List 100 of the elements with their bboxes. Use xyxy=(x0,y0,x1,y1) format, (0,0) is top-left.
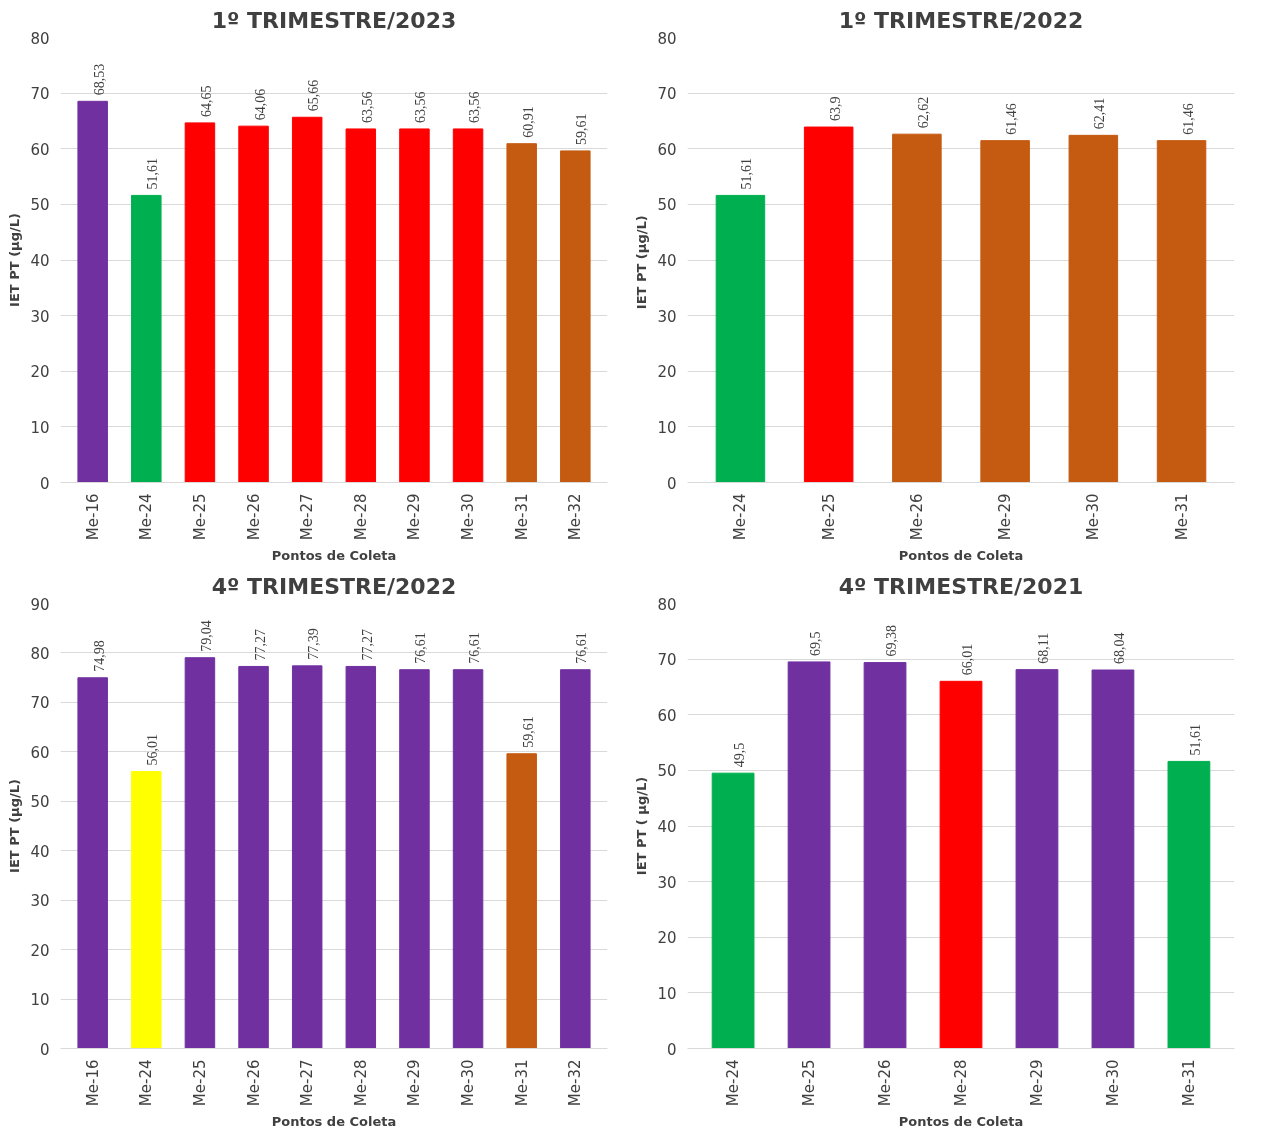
data-label: 63,56 xyxy=(359,91,375,123)
x-tick-label: Me-30 xyxy=(459,493,478,541)
y-tick-label: 30 xyxy=(30,307,50,326)
x-tick-label: Me-16 xyxy=(83,1059,102,1107)
chart-title: 1º TRIMESTRE/2022 xyxy=(838,7,1084,33)
data-label: 74,98 xyxy=(91,640,107,672)
data-label: 59,61 xyxy=(574,113,590,145)
y-tick-label: 0 xyxy=(39,1040,50,1059)
x-tick-label: Me-26 xyxy=(244,493,263,541)
x-tick-label: Me-25 xyxy=(800,1059,819,1107)
x-tick-label: Me-32 xyxy=(566,1059,585,1107)
data-label: 51,61 xyxy=(1187,723,1203,756)
x-tick-label: Me-30 xyxy=(1103,1059,1122,1107)
x-tick-label: Me-31 xyxy=(1179,1059,1198,1107)
x-tick-label: Me-24 xyxy=(731,493,750,541)
x-axis-title: Pontos de Coleta xyxy=(898,1114,1024,1130)
y-tick-label: 20 xyxy=(657,363,677,382)
data-label: 65,66 xyxy=(306,79,322,112)
y-tick-label: 30 xyxy=(657,307,677,326)
y-tick-label: 50 xyxy=(30,196,50,215)
x-tick-label: Me-29 xyxy=(996,493,1015,541)
data-label: 64,06 xyxy=(252,88,268,121)
data-label: 68,53 xyxy=(91,63,107,96)
chart-title: 4º TRIMESTRE/2022 xyxy=(211,573,457,599)
y-axis-title: IET PT ( µg/L) xyxy=(634,776,650,876)
y-tick-label: 40 xyxy=(30,252,50,270)
data-label: 77,39 xyxy=(306,628,322,660)
y-tick-label: 50 xyxy=(657,196,677,215)
y-tick-label: 30 xyxy=(657,873,677,892)
x-tick-label: Me-30 xyxy=(459,1059,478,1107)
y-tick-label: 20 xyxy=(30,941,50,960)
data-label: 51,61 xyxy=(145,157,161,190)
y-tick-label: 80 xyxy=(30,29,50,48)
y-tick-label: 80 xyxy=(657,595,677,614)
y-tick-label: 20 xyxy=(30,363,50,382)
data-label: 66,01 xyxy=(960,643,975,676)
y-tick-label: 90 xyxy=(30,595,50,614)
y-tick-label: 10 xyxy=(30,991,50,1010)
y-tick-label: 60 xyxy=(657,706,677,725)
y-tick-label: 70 xyxy=(657,85,677,104)
data-label: 51,61 xyxy=(739,157,755,190)
y-tick-label: 20 xyxy=(657,929,677,948)
y-axis-title: IET PT (µg/L) xyxy=(634,215,650,310)
x-tick-label: Me-16 xyxy=(83,493,102,541)
data-label: 76,61 xyxy=(574,632,590,664)
data-label: 68,11 xyxy=(1035,632,1051,664)
chart-title: 4º TRIMESTRE/2021 xyxy=(838,573,1084,599)
y-tick-label: 70 xyxy=(30,694,50,713)
data-label: 68,04 xyxy=(1111,632,1127,665)
y-tick-label: 10 xyxy=(657,418,677,437)
y-tick-label: 80 xyxy=(30,644,50,663)
y-tick-label: 50 xyxy=(30,793,50,812)
x-tick-label: Me-28 xyxy=(351,1059,370,1107)
y-tick-label: 0 xyxy=(39,474,50,493)
x-tick-label: Me-25 xyxy=(190,1059,209,1107)
y-tick-label: 60 xyxy=(30,743,50,762)
y-tick-label: 40 xyxy=(657,252,677,270)
x-tick-label: Me-29 xyxy=(405,493,424,541)
y-tick-label: 0 xyxy=(666,1040,677,1059)
x-tick-label: Me-26 xyxy=(876,1059,895,1107)
x-axis-title: Pontos de Coleta xyxy=(271,1114,397,1130)
y-tick-label: 70 xyxy=(657,651,677,670)
data-label: 77,27 xyxy=(359,628,375,661)
y-tick-label: 60 xyxy=(657,140,677,159)
y-tick-label: 0 xyxy=(666,474,677,493)
data-label: 56,01 xyxy=(145,734,161,766)
x-tick-label: Me-30 xyxy=(1084,493,1103,541)
chart-title: 1º TRIMESTRE/2023 xyxy=(211,7,457,33)
x-tick-label: Me-31 xyxy=(1172,493,1191,541)
x-tick-label: Me-28 xyxy=(952,1059,970,1107)
data-label: 61,46 xyxy=(1004,103,1020,135)
x-tick-label: Me-25 xyxy=(819,493,838,541)
x-tick-label: Me-29 xyxy=(1027,1059,1046,1107)
data-label: 64,65 xyxy=(198,85,214,117)
y-tick-label: 60 xyxy=(30,140,50,159)
x-tick-label: Me-24 xyxy=(724,1059,743,1107)
data-label: 62,62 xyxy=(915,96,931,129)
data-label: 76,61 xyxy=(413,632,429,664)
y-tick-label: 80 xyxy=(657,29,677,48)
data-label: 63,56 xyxy=(413,91,429,123)
x-tick-label: Me-29 xyxy=(405,1059,424,1107)
y-tick-label: 30 xyxy=(30,892,50,911)
x-tick-label: Me-26 xyxy=(907,493,926,541)
x-tick-label: Me-28 xyxy=(351,493,370,541)
x-tick-label: Me-25 xyxy=(190,493,209,541)
data-label: 63,56 xyxy=(467,91,483,123)
y-tick-label: 70 xyxy=(30,85,50,104)
x-tick-label: Me-24 xyxy=(137,493,156,541)
data-label: 76,61 xyxy=(467,632,483,664)
y-tick-label: 40 xyxy=(657,818,677,836)
y-axis-title: IET PT (µg/L) xyxy=(7,779,23,873)
data-label: 49,5 xyxy=(732,742,748,768)
data-label: 59,61 xyxy=(520,716,536,748)
x-tick-label: Me-31 xyxy=(512,1059,531,1107)
data-label: 63,9 xyxy=(827,96,843,122)
data-label: 61,46 xyxy=(1180,103,1196,135)
y-tick-label: 10 xyxy=(30,418,50,437)
x-tick-label: Me-31 xyxy=(512,493,531,541)
y-tick-label: 40 xyxy=(30,842,50,861)
y-tick-label: 50 xyxy=(657,762,677,781)
